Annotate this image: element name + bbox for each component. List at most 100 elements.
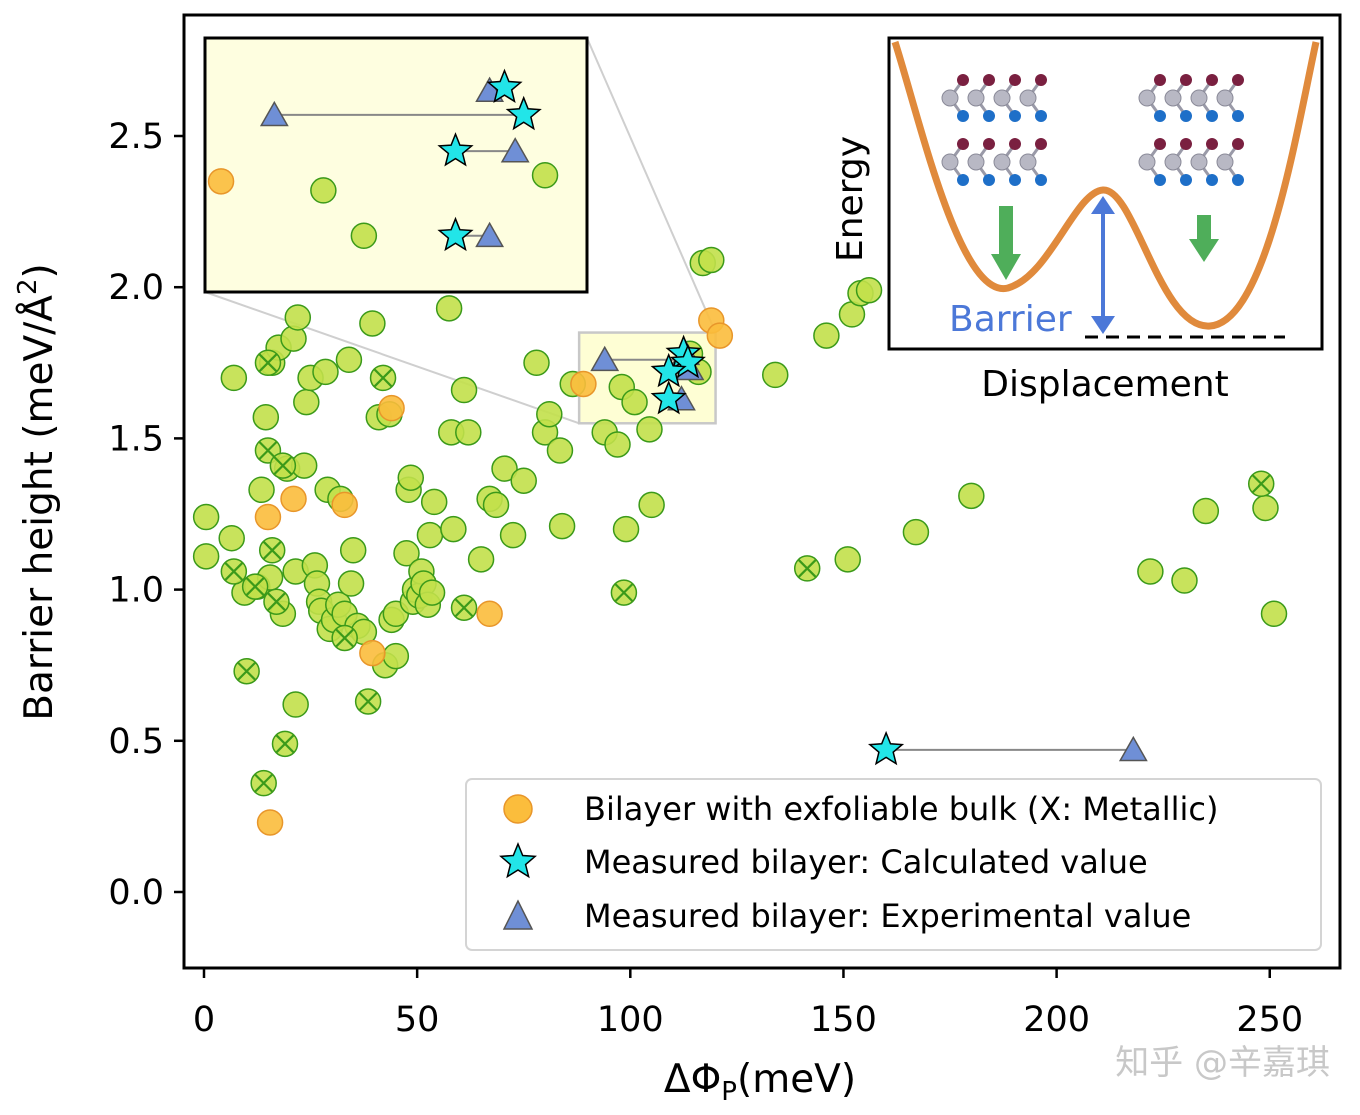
legend-label-1: Measured bilayer: Calculated value	[584, 843, 1148, 881]
green-point	[293, 388, 320, 416]
y-tick-label: 2.5	[108, 117, 164, 157]
green-point	[1260, 600, 1288, 628]
orange-point	[706, 322, 734, 349]
x-axis: 0 50 100 150 200 250	[193, 968, 1303, 1040]
green-point	[284, 304, 312, 331]
barrier-arrow-down-head	[1091, 316, 1115, 334]
down-arrow-right	[1189, 215, 1219, 262]
legend-label-2: Measured bilayer: Experimental value	[584, 897, 1191, 935]
green-x-point	[354, 688, 382, 715]
green-point	[416, 521, 444, 549]
y-axis: 0.0 0.5 1.0 1.5 2.0 2.5	[108, 117, 184, 913]
schematic-energy-label: Energy	[830, 136, 871, 262]
green-x-point	[233, 657, 260, 685]
green-point	[312, 358, 339, 386]
green-x-point	[793, 555, 821, 582]
star-point	[650, 352, 687, 388]
x-tick-label: 150	[810, 1000, 877, 1040]
green-point	[1171, 567, 1198, 594]
green-point	[536, 400, 563, 428]
star-point	[650, 380, 687, 415]
triangle-point	[500, 137, 530, 163]
legend-label-0: Bilayer with exfoliable bulk (X: Metalli…	[584, 790, 1218, 828]
green-point	[420, 488, 448, 516]
star-point	[437, 216, 474, 252]
orange-point	[378, 394, 405, 422]
green-point	[382, 642, 410, 670]
barrier-arrow-up-head	[1091, 196, 1115, 214]
triangle-point	[1118, 735, 1148, 762]
x-tick-label: 200	[1023, 1000, 1090, 1040]
green-point	[1192, 497, 1220, 525]
zoom-inset-background	[203, 36, 589, 294]
green-point	[548, 512, 576, 540]
triangle-point	[259, 100, 289, 127]
green-x-point	[250, 769, 277, 797]
green-point	[339, 537, 367, 564]
green-point	[902, 518, 930, 546]
green-point	[499, 521, 527, 549]
orange-point	[256, 809, 284, 836]
schematic-barrier-label: Barrier	[949, 299, 1072, 340]
green-point	[455, 419, 482, 446]
green-point	[1252, 494, 1279, 522]
star-point	[437, 132, 474, 167]
legend-triangle-icon	[502, 899, 534, 930]
green-point	[604, 431, 631, 458]
green-point	[761, 361, 789, 389]
orange-point	[570, 370, 597, 398]
down-arrow-left	[991, 206, 1021, 280]
energy-curve	[891, 40, 1320, 330]
y-tick-label: 1.0	[108, 571, 164, 611]
green-x-point	[610, 579, 638, 606]
bilayer-layer-icon	[941, 74, 1047, 122]
bilayer-layer-icon	[1138, 74, 1244, 122]
schematic-inset: Energy Barrier	[830, 36, 1324, 351]
green-point	[1137, 558, 1164, 585]
green-point	[248, 476, 275, 504]
green-point	[467, 546, 495, 573]
green-point	[621, 388, 648, 416]
green-point	[350, 222, 378, 250]
x-tick-label: 0	[193, 1000, 215, 1040]
green-point	[282, 691, 309, 718]
green-point	[958, 482, 985, 510]
green-point	[440, 515, 467, 543]
orange-point	[476, 600, 503, 628]
schematic-displacement-label: Displacement	[981, 364, 1228, 405]
green-x-point	[263, 588, 290, 615]
zoom-inset-points	[207, 68, 559, 252]
green-point	[252, 403, 280, 431]
green-point	[491, 455, 518, 482]
bilayer-layer-icon	[941, 138, 1047, 186]
x-tick-label: 250	[1236, 1000, 1303, 1040]
y-tick-label: 0.0	[108, 873, 164, 913]
triangle-point	[475, 221, 505, 248]
green-point	[698, 246, 725, 274]
orange-point	[254, 503, 282, 531]
green-point	[192, 503, 220, 531]
green-point	[337, 570, 365, 597]
legend-star-icon	[499, 842, 537, 879]
green-point	[393, 540, 420, 567]
green-x-point	[254, 349, 282, 377]
star-point	[505, 95, 542, 131]
orange-point	[359, 639, 386, 667]
bilayer-structure-icons	[941, 74, 1244, 186]
triangle-point	[590, 345, 620, 372]
green-x-point	[258, 537, 286, 564]
legend-orange-circle-icon	[503, 794, 533, 824]
y-tick-label: 2.0	[108, 268, 164, 308]
x-tick-label: 100	[597, 1000, 664, 1040]
green-x-point	[331, 624, 358, 652]
green-point	[359, 310, 386, 337]
green-x-point	[220, 558, 248, 585]
green-point	[450, 376, 478, 404]
y-tick-label: 0.5	[108, 722, 164, 762]
axes-frame	[182, 13, 1342, 970]
green-point	[397, 464, 425, 491]
y-tick-label: 1.5	[108, 419, 164, 459]
green-point	[510, 467, 537, 494]
green-point	[612, 515, 640, 543]
